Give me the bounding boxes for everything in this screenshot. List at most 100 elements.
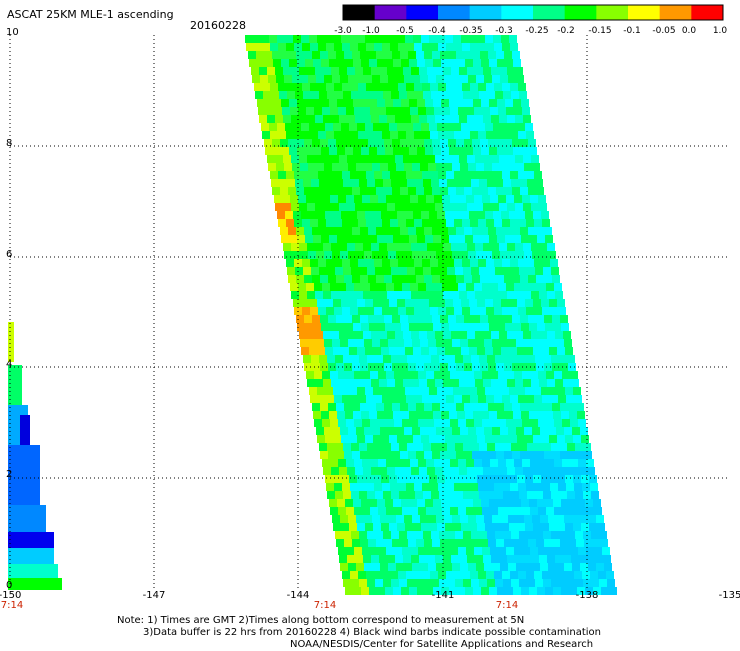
- swath-cell: [493, 387, 501, 395]
- swath-cell: [336, 227, 344, 235]
- swath-cell: [435, 379, 443, 387]
- swath-cell: [355, 555, 363, 563]
- swath-cell: [451, 155, 459, 163]
- swath-cell: [458, 419, 466, 427]
- swath-cell: [489, 147, 497, 155]
- swath-cell: [381, 123, 389, 131]
- swath-cell: [503, 267, 511, 275]
- swath-cell: [349, 347, 357, 355]
- swath-cell: [351, 355, 359, 363]
- swath-cell: [312, 227, 320, 235]
- swath-cell: [383, 355, 391, 363]
- swath-cell: [513, 147, 521, 155]
- swath-cell: [397, 299, 405, 307]
- swath-cell: [418, 107, 426, 115]
- swath-cell: [526, 395, 534, 403]
- swath-cell: [507, 155, 515, 163]
- swath-cell: [519, 443, 527, 451]
- swath-cell: [389, 523, 397, 531]
- swath-cell: [532, 339, 540, 347]
- swath-cell: [329, 147, 337, 155]
- swath-cell: [399, 267, 407, 275]
- swath-cell: [525, 387, 533, 395]
- swath-cell: [281, 147, 289, 155]
- swath-cell: [392, 187, 400, 195]
- swath-cell: [391, 491, 399, 499]
- swath-cell: [410, 547, 418, 555]
- swath-cell: [452, 75, 460, 83]
- swath-cell: [468, 515, 476, 523]
- swath-cell: [504, 139, 512, 147]
- swath-cell: [438, 307, 446, 315]
- swath-cell: [494, 395, 502, 403]
- swath-cell: [299, 115, 307, 123]
- swath-cell: [408, 227, 416, 235]
- swath-cell: [431, 179, 439, 187]
- swath-cell: [366, 259, 374, 267]
- swath-cell: [318, 219, 326, 227]
- swath-cell: [368, 51, 376, 59]
- swath-cell: [353, 59, 361, 67]
- swath-cell: [521, 411, 529, 419]
- swath-cell: [423, 267, 431, 275]
- swath-cell: [512, 187, 520, 195]
- swath-cell: [411, 115, 419, 123]
- swath-cell: [343, 179, 351, 187]
- swath-cell: [549, 387, 557, 395]
- swath-cell: [515, 243, 523, 251]
- swath-cell: [566, 395, 574, 403]
- swath-cell: [506, 195, 514, 203]
- swath-cell: [481, 587, 489, 595]
- swath-cell: [530, 283, 538, 291]
- swath-cell: [382, 307, 390, 315]
- swath-cell: [402, 283, 410, 291]
- swath-cell: [537, 411, 545, 419]
- swath-cell: [262, 83, 270, 91]
- swath-cell: [335, 531, 343, 539]
- swath-cell: [428, 515, 436, 523]
- swath-cell: [347, 243, 355, 251]
- swath-cell: [319, 179, 327, 187]
- swath-cell: [470, 571, 478, 579]
- swath-cell: [372, 339, 380, 347]
- swath-cell: [494, 219, 502, 227]
- swath-cell: [361, 411, 369, 419]
- swath-cell: [435, 331, 443, 339]
- y-tick-label: 4: [6, 359, 13, 370]
- swath-cell: [482, 195, 490, 203]
- swath-cell: [340, 515, 348, 523]
- swath-cell: [406, 83, 414, 91]
- swath-cell: [561, 411, 569, 419]
- swath-cell: [526, 307, 534, 315]
- swath-cell: [318, 395, 326, 403]
- swath-cell: [405, 123, 413, 131]
- swath-cell: [531, 555, 539, 563]
- swath-cell: [391, 91, 399, 99]
- swath-cell: [374, 483, 382, 491]
- swath-cell: [528, 315, 536, 323]
- swath-cell: [388, 75, 396, 83]
- swath-cell: [509, 387, 517, 395]
- swath-cell: [566, 483, 574, 491]
- swath-cell: [438, 219, 446, 227]
- swath-cell: [414, 395, 422, 403]
- swath-cell: [292, 75, 300, 83]
- swath-cell: [501, 299, 509, 307]
- swath-cell: [427, 243, 435, 251]
- swath-cell: [313, 59, 321, 67]
- time-label: 7:14: [0, 600, 24, 611]
- swath-cell: [416, 275, 424, 283]
- swath-cell: [523, 331, 531, 339]
- swath-cell: [307, 291, 315, 299]
- swath-cell: [554, 459, 562, 467]
- swath-cell: [288, 139, 296, 147]
- swath-cell: [569, 411, 577, 419]
- swath-cell: [553, 499, 561, 507]
- swath-cell: [542, 259, 550, 267]
- swath-cell: [534, 571, 542, 579]
- swath-cell: [420, 427, 428, 435]
- swath-cell: [534, 483, 542, 491]
- swath-cell: [427, 555, 435, 563]
- swath-cell: [453, 299, 461, 307]
- swath-cell: [325, 347, 333, 355]
